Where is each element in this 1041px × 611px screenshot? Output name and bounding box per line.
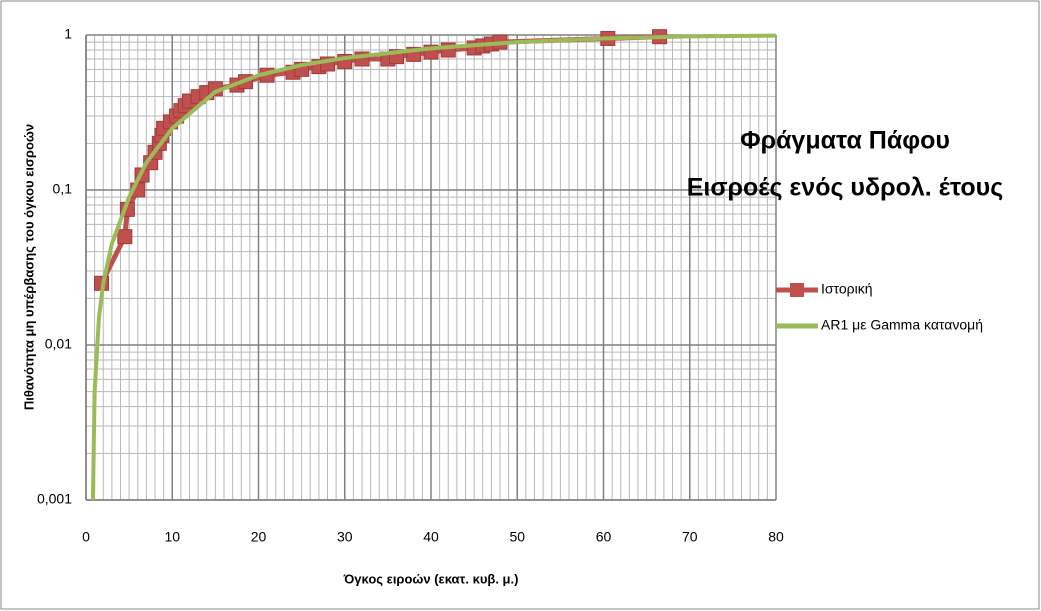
x-tick-label: 20 — [251, 529, 267, 545]
y-tick-label: 0,001 — [37, 491, 72, 507]
x-tick-label: 50 — [509, 529, 525, 545]
x-tick-label: 30 — [337, 529, 353, 545]
y-axis-title: Πιθανότητα μη υπέρβασης του όγκου εισροώ… — [21, 124, 36, 410]
y-tick-label: 0,1 — [53, 181, 73, 197]
x-tick-label: 40 — [423, 529, 439, 545]
marker — [117, 229, 133, 245]
x-axis-title: Όγκος ειροών (εκατ. κυβ. μ.) — [343, 571, 519, 586]
chart-title: Φράγματα Πάφου — [740, 127, 950, 155]
y-tick-label: 1 — [64, 26, 72, 42]
x-tick-label: 60 — [596, 529, 612, 545]
chart-title: Εισροές ενός υδρολ. έτους — [687, 174, 1003, 202]
grid — [85, 34, 777, 501]
plot — [90, 29, 777, 501]
x-tick-label: 0 — [82, 529, 90, 545]
x-tick-label: 10 — [164, 529, 180, 545]
series-line — [90, 33, 777, 501]
legend-label: Ιστορική — [821, 281, 873, 297]
y-tick-label: 0,01 — [45, 336, 72, 352]
legend-marker — [790, 283, 804, 297]
legend-label: AR1 με Gamma κατανομή — [821, 317, 983, 333]
x-tick-label: 80 — [768, 529, 784, 545]
x-tick-label: 70 — [682, 529, 698, 545]
